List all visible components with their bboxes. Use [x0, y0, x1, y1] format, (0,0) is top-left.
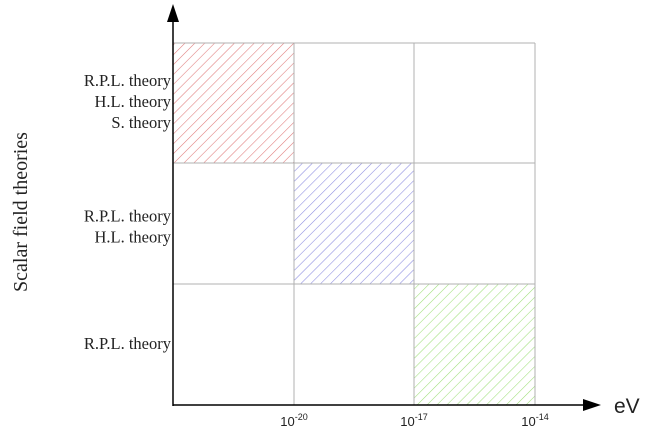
y-axis-arrow-icon: [167, 4, 179, 22]
x-tick-label: 10-17: [400, 412, 427, 429]
x-tick-labels: 10-20 10-17 10-14: [280, 412, 548, 429]
x-axis-arrow-icon: [583, 399, 601, 411]
row-2-theory-label: R.P.L. theory: [84, 207, 172, 226]
x-tick-label: 10-14: [521, 412, 548, 429]
grid: [173, 42, 536, 405]
row-3-theory-label: R.P.L. theory: [84, 334, 172, 353]
y-axis-label: Scalar field theories: [10, 132, 32, 292]
axes: [167, 4, 601, 411]
row-1-theory-label: R.P.L. theory: [84, 71, 172, 90]
x-tick-label: 10-20: [280, 412, 307, 429]
hatched-regions: [172, 42, 536, 406]
row-labels: R.P.L. theory H.L. theory S. theory R.P.L. …: [84, 71, 172, 353]
hatched-region-row-2: [293, 162, 415, 285]
row-2-theory-label: H.L. theory: [94, 228, 171, 247]
row-1-theory-label: S. theory: [111, 113, 171, 132]
hatched-region-row-1: [172, 42, 295, 164]
hatched-region-row-3: [413, 283, 536, 406]
row-1-theory-label: H.L. theory: [94, 92, 171, 111]
x-axis-unit: eV: [614, 395, 640, 418]
